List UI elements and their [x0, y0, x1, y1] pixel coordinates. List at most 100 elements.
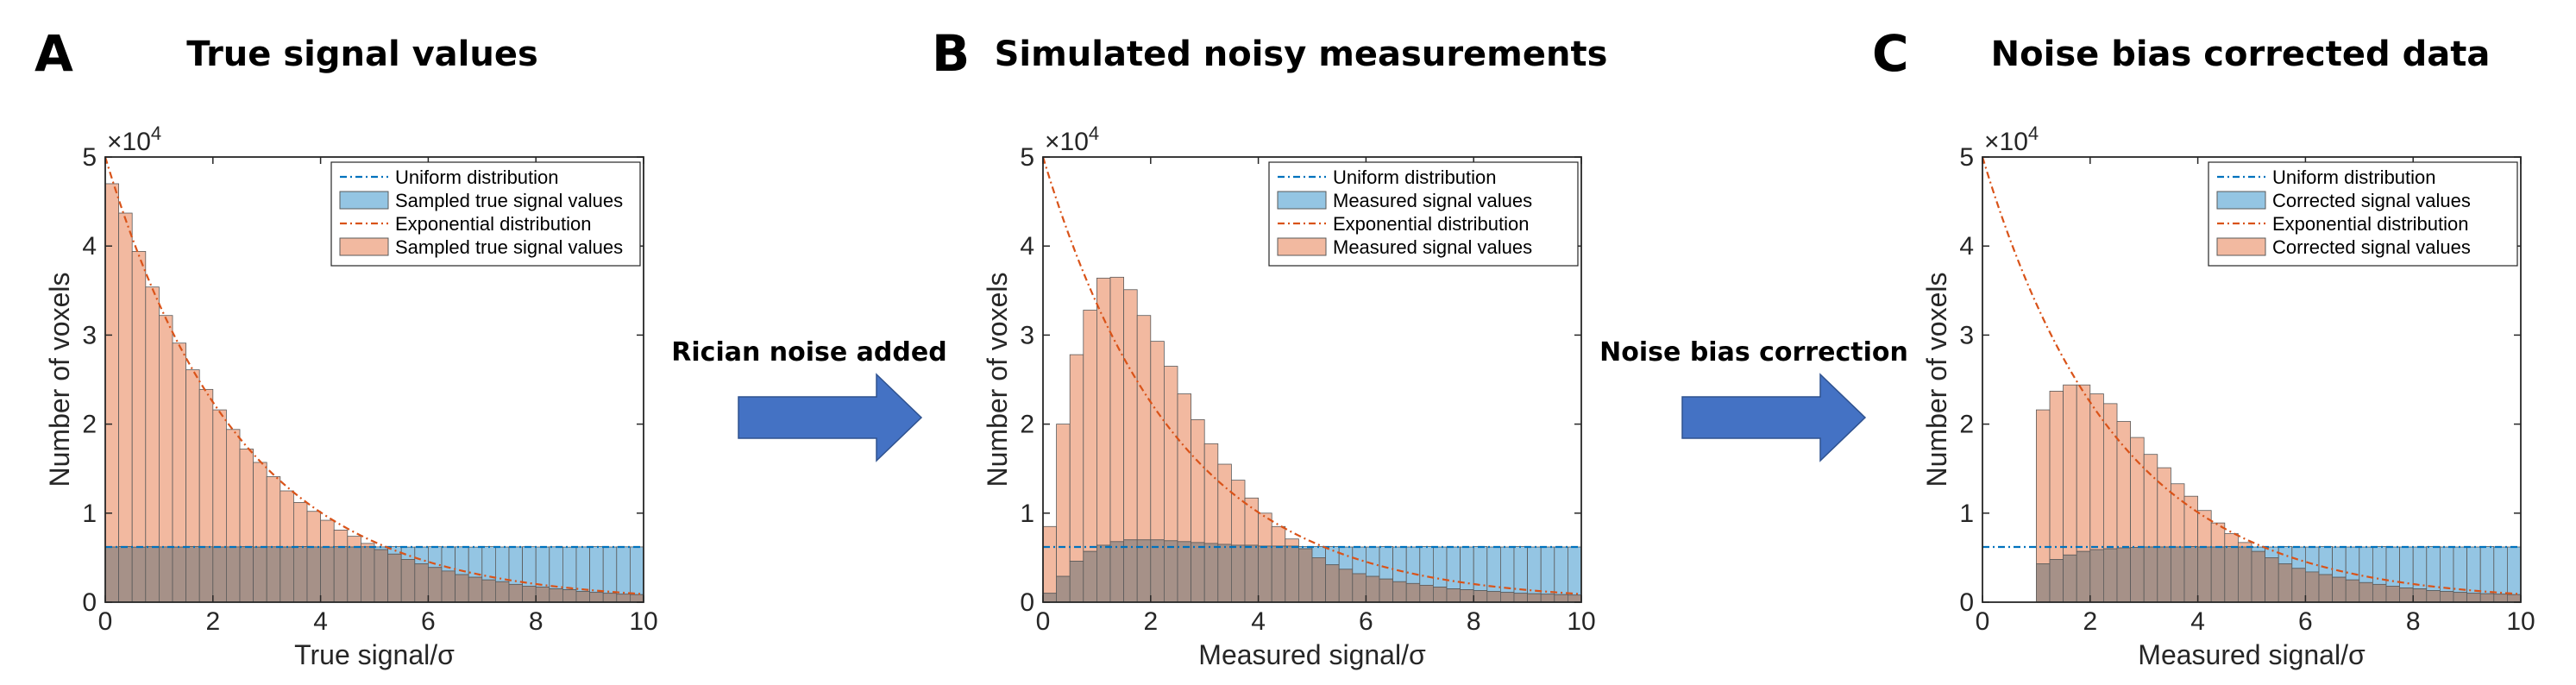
bar-overlap — [225, 546, 241, 603]
bar-overlap — [2116, 547, 2131, 603]
legend-entry: Uniform distribution — [1333, 167, 1497, 188]
y-tick-label: 5 — [1959, 143, 1974, 172]
y-axis-label: Number of voxels — [1921, 273, 1952, 487]
x-tick-label: 10 — [2506, 607, 2535, 636]
bar-exponential — [1164, 366, 1178, 542]
bar-overlap — [2170, 546, 2185, 603]
bar-overlap — [1379, 578, 1393, 603]
bar-exponential — [225, 429, 241, 548]
y-exponent-label: ×104 — [107, 123, 161, 156]
chart-panel-b: B Simulated noisy measurements 0 2 4 6 8 10 0 1 2 3… — [932, 24, 1607, 670]
bar-overlap — [280, 546, 294, 603]
bar-overlap — [239, 546, 254, 603]
legend-entry: Exponential distribution — [395, 213, 591, 235]
bar-exponential — [253, 462, 267, 548]
bar-overlap — [2318, 574, 2333, 603]
bar-uniform — [1338, 546, 1354, 570]
legend-entry: Exponential distribution — [2272, 213, 2468, 235]
y-tick-label: 4 — [82, 232, 97, 261]
bar-overlap — [1136, 539, 1152, 603]
bar-exponential — [239, 449, 254, 548]
y-axis-label: Number of voxels — [982, 273, 1013, 487]
x-tick-label: 10 — [1567, 607, 1595, 636]
bar-uniform — [2493, 546, 2508, 595]
y-tick-label: 1 — [82, 500, 97, 528]
arrow-label: Rician noise added — [671, 337, 946, 368]
bar-overlap — [1056, 575, 1071, 603]
x-tick-label: 4 — [1251, 607, 1266, 636]
bar-overlap — [2183, 546, 2198, 603]
bar-exponential — [1136, 315, 1152, 541]
bar-overlap — [1513, 593, 1528, 603]
bar-overlap — [1164, 540, 1178, 603]
bar-overlap — [414, 563, 429, 603]
legend-entry: Uniform distribution — [395, 167, 559, 188]
bar-overlap — [1554, 594, 1568, 603]
bar-exponential — [145, 286, 160, 548]
bar-overlap — [468, 576, 483, 603]
bar-exponential — [2197, 510, 2212, 548]
bar-uniform — [575, 546, 591, 593]
bar-uniform — [1540, 546, 1555, 595]
x-tick-label: 6 — [1359, 607, 1373, 636]
bar-uniform — [2278, 546, 2293, 565]
bar-overlap — [1217, 544, 1232, 603]
bar-overlap — [374, 549, 389, 603]
bar-exponential — [1258, 512, 1272, 547]
panel-label: B — [932, 24, 970, 83]
panel-title: Noise bias corrected data — [1991, 35, 2491, 74]
bar-exponential — [2130, 437, 2145, 548]
y-tick-label: 4 — [1959, 232, 1974, 261]
bar-exponential — [2035, 409, 2051, 565]
bar-exponential — [1203, 443, 1219, 544]
bar-uniform — [2426, 546, 2441, 591]
transition-arrow-2: Noise bias correction — [1599, 337, 1908, 462]
bar-overlap — [522, 586, 537, 603]
right-arrow-icon — [1681, 373, 1867, 462]
bar-uniform — [1433, 546, 1448, 588]
transition-arrow-1: Rician noise added — [671, 337, 947, 462]
bar-overlap — [2332, 576, 2347, 603]
bar-overlap — [2479, 593, 2495, 603]
bar-exponential — [1083, 310, 1097, 552]
bar-overlap — [1258, 545, 1272, 603]
bar-overlap — [427, 567, 443, 603]
panel-label: A — [35, 24, 73, 83]
bar-exponential — [1123, 289, 1138, 541]
x-tick-label: 2 — [2083, 607, 2097, 636]
bar-overlap — [2237, 546, 2252, 603]
bar-uniform — [2453, 546, 2467, 594]
bar-overlap — [1419, 584, 1434, 603]
bar-uniform — [2372, 546, 2387, 585]
y-tick-label: 3 — [82, 321, 97, 349]
bar-overlap — [1392, 581, 1407, 603]
bar-overlap — [2076, 550, 2091, 603]
legend-bar-swatch — [1277, 191, 1327, 210]
bar-exponential — [1271, 525, 1286, 547]
x-tick-label: 4 — [2190, 607, 2205, 636]
bar-exponential — [2076, 384, 2091, 552]
bar-overlap — [253, 546, 267, 603]
y-exponent-label: ×104 — [1984, 123, 2039, 156]
bar-overlap — [1191, 542, 1205, 603]
bar-overlap — [2224, 546, 2239, 603]
bar-exponential — [1231, 480, 1246, 546]
bar-overlap — [562, 589, 577, 603]
bar-overlap — [2130, 547, 2145, 603]
bar-exponential — [104, 183, 119, 548]
bar-overlap — [2439, 591, 2454, 603]
x-tick-label: 6 — [2298, 607, 2313, 636]
bar-overlap — [1527, 593, 1542, 603]
bar-overlap — [158, 546, 173, 603]
bar-uniform — [1405, 546, 1421, 584]
x-tick-label: 6 — [421, 607, 436, 636]
bar-overlap — [441, 570, 456, 603]
bar-uniform — [630, 546, 644, 595]
bar-overlap — [347, 546, 361, 603]
legend-entry: Measured signal values — [1333, 190, 1532, 211]
bar-overlap — [2102, 548, 2118, 603]
bar-overlap — [535, 587, 550, 603]
bar-overlap — [2466, 593, 2481, 603]
bar-uniform — [1392, 546, 1407, 582]
